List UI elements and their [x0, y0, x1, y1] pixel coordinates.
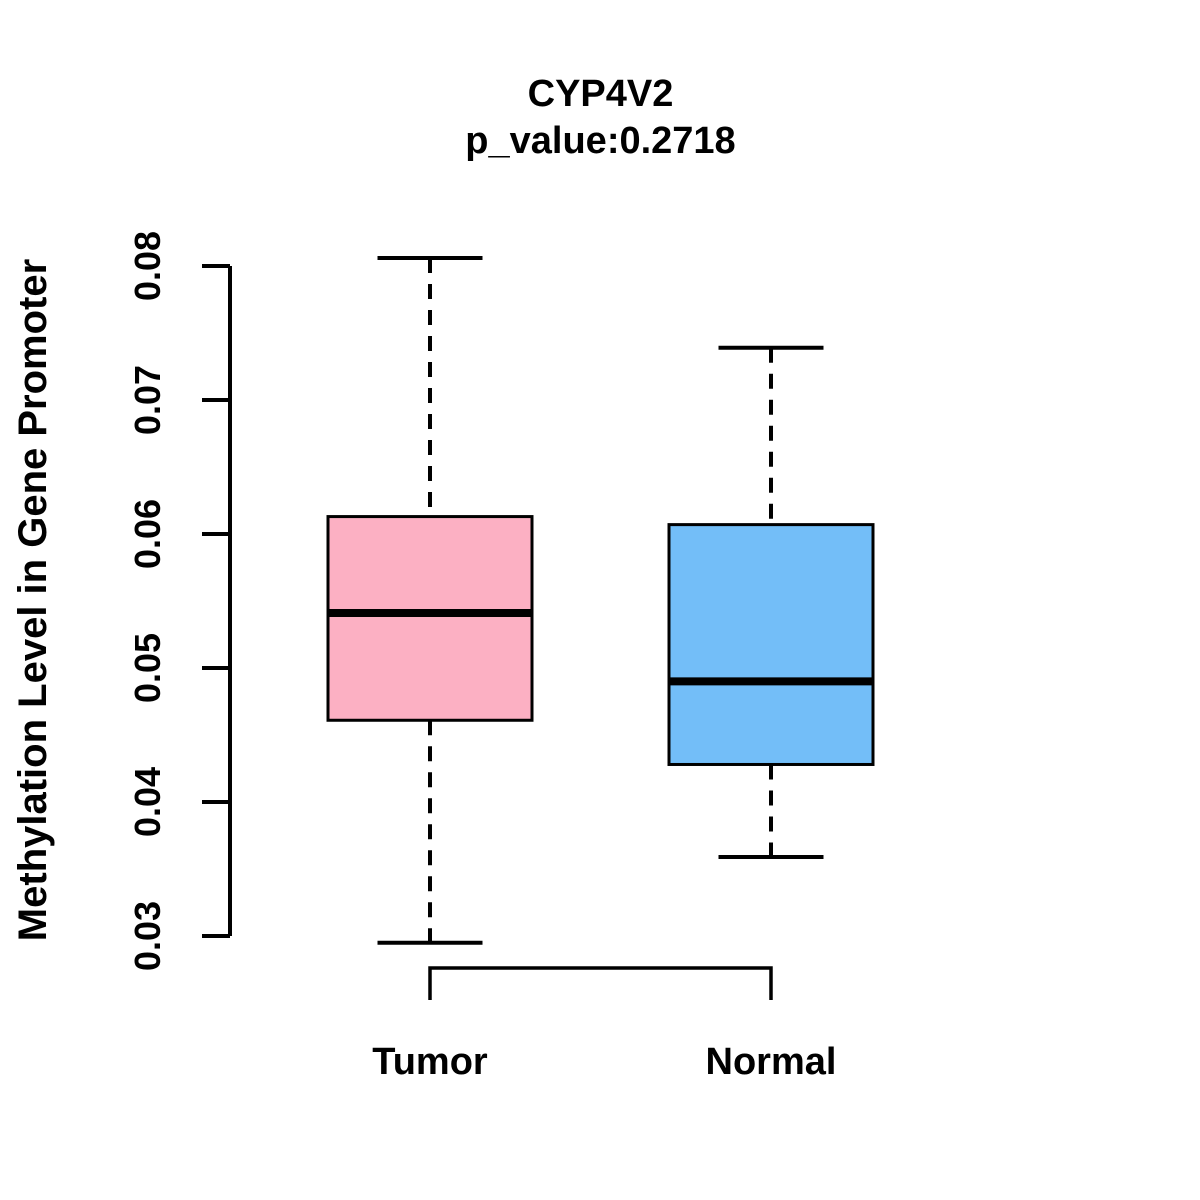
x-axis-label-normal: Normal	[706, 1041, 837, 1083]
box-normal	[667, 523, 875, 766]
chart-title: CYP4V2	[527, 73, 674, 115]
x-axis-label-tumor: Tumor	[372, 1041, 488, 1083]
x-axis-bracket	[428, 966, 773, 1000]
y-axis-tick-label: 0.08	[127, 231, 168, 301]
y-axis-tick-label: 0.05	[127, 633, 168, 703]
p-value-subtitle: p_value:0.2718	[465, 120, 736, 162]
y-axis-tick-label: 0.06	[127, 499, 168, 569]
box-tumor	[326, 515, 534, 722]
y-axis-tick-label: 0.07	[127, 365, 168, 435]
y-axis-tick-label: 0.03	[127, 901, 168, 971]
y-axis-tick-label: 0.04	[127, 767, 168, 837]
